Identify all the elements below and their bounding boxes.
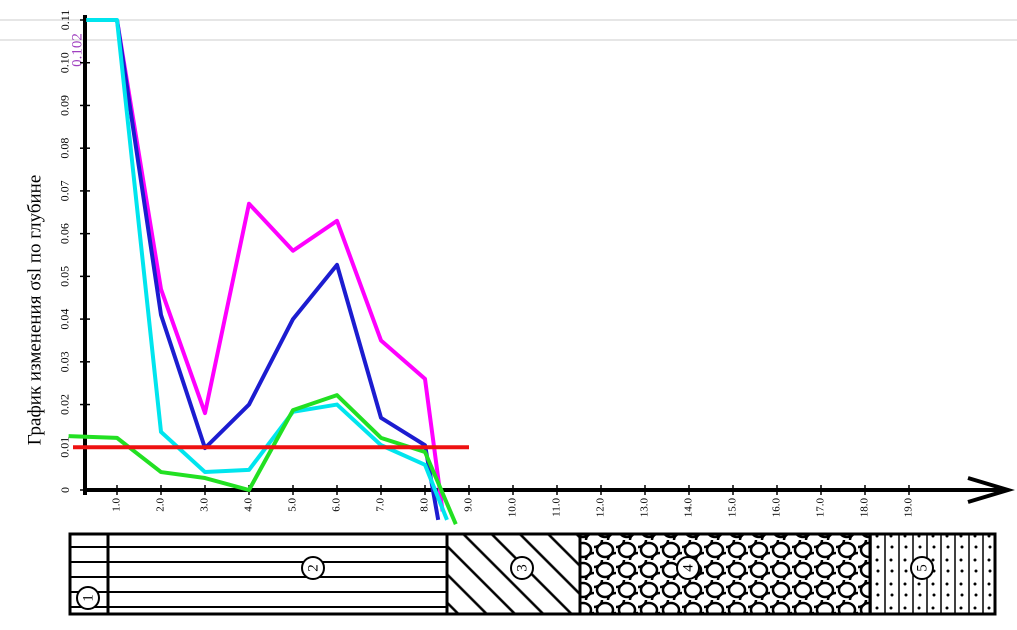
- x-tick-label: 12.0: [595, 498, 607, 518]
- x-tick-label: 17.0: [815, 498, 827, 518]
- series-line: [69, 395, 456, 524]
- layer-number: 2: [305, 564, 321, 572]
- y-tick-label: 0.04: [58, 309, 72, 330]
- layer-number: 1: [80, 594, 96, 602]
- y-tick-label: 0.09: [58, 95, 72, 116]
- x-tick-label: 6.0: [331, 498, 343, 512]
- x-tick-label: 2.0: [155, 498, 167, 512]
- lithology: [70, 534, 995, 614]
- x-tick-label: 1.0: [111, 498, 123, 512]
- x-tick-label: 18.0: [859, 498, 871, 518]
- x-tick-label: 10.0: [507, 498, 519, 518]
- y-tick-label: 0.05: [58, 266, 72, 287]
- x-tick-label: 16.0: [771, 498, 783, 518]
- y-tick-label: 0.08: [58, 138, 72, 159]
- x-tick-label: 7.0: [375, 498, 387, 512]
- layer-number: 4: [680, 564, 696, 572]
- layer-box: [870, 534, 995, 614]
- y-tick-label: 0.01: [58, 437, 72, 458]
- y-tick-label: 0.03: [58, 351, 72, 372]
- x-tick-label: 8.0: [419, 498, 431, 512]
- chart-title: График изменения σsl по глубине: [24, 175, 45, 446]
- series-line: [117, 20, 438, 520]
- x-tick-label: 14.0: [683, 498, 695, 518]
- y-tick-label: 0.11: [58, 10, 72, 31]
- layer-number: 3: [514, 564, 530, 572]
- y-tick-label: 0.06: [58, 223, 72, 244]
- x-tick-label: 11.0: [551, 498, 563, 517]
- y-tick-label: 0.10: [58, 52, 72, 73]
- chart: График изменения σsl по глубине 0.102 12…: [0, 0, 1017, 630]
- layer-number: 5: [914, 564, 930, 572]
- x-tick-label: 5.0: [287, 498, 299, 512]
- x-tick-label: 3.0: [199, 498, 211, 512]
- y-tick-label: 0.02: [58, 394, 72, 415]
- layer-box: [108, 534, 447, 614]
- x-tick-label: 15.0: [727, 498, 739, 518]
- x-tick-label: 9.0: [463, 498, 475, 512]
- x-tick-label: 13.0: [639, 498, 651, 518]
- y-tick-label: 0.07: [58, 180, 72, 201]
- layer-box: [580, 534, 870, 614]
- x-tick-label: 4.0: [243, 498, 255, 512]
- series-line: [86, 20, 447, 520]
- y-tick-label: 0: [58, 487, 72, 493]
- x-tick-label: 19.0: [903, 498, 915, 518]
